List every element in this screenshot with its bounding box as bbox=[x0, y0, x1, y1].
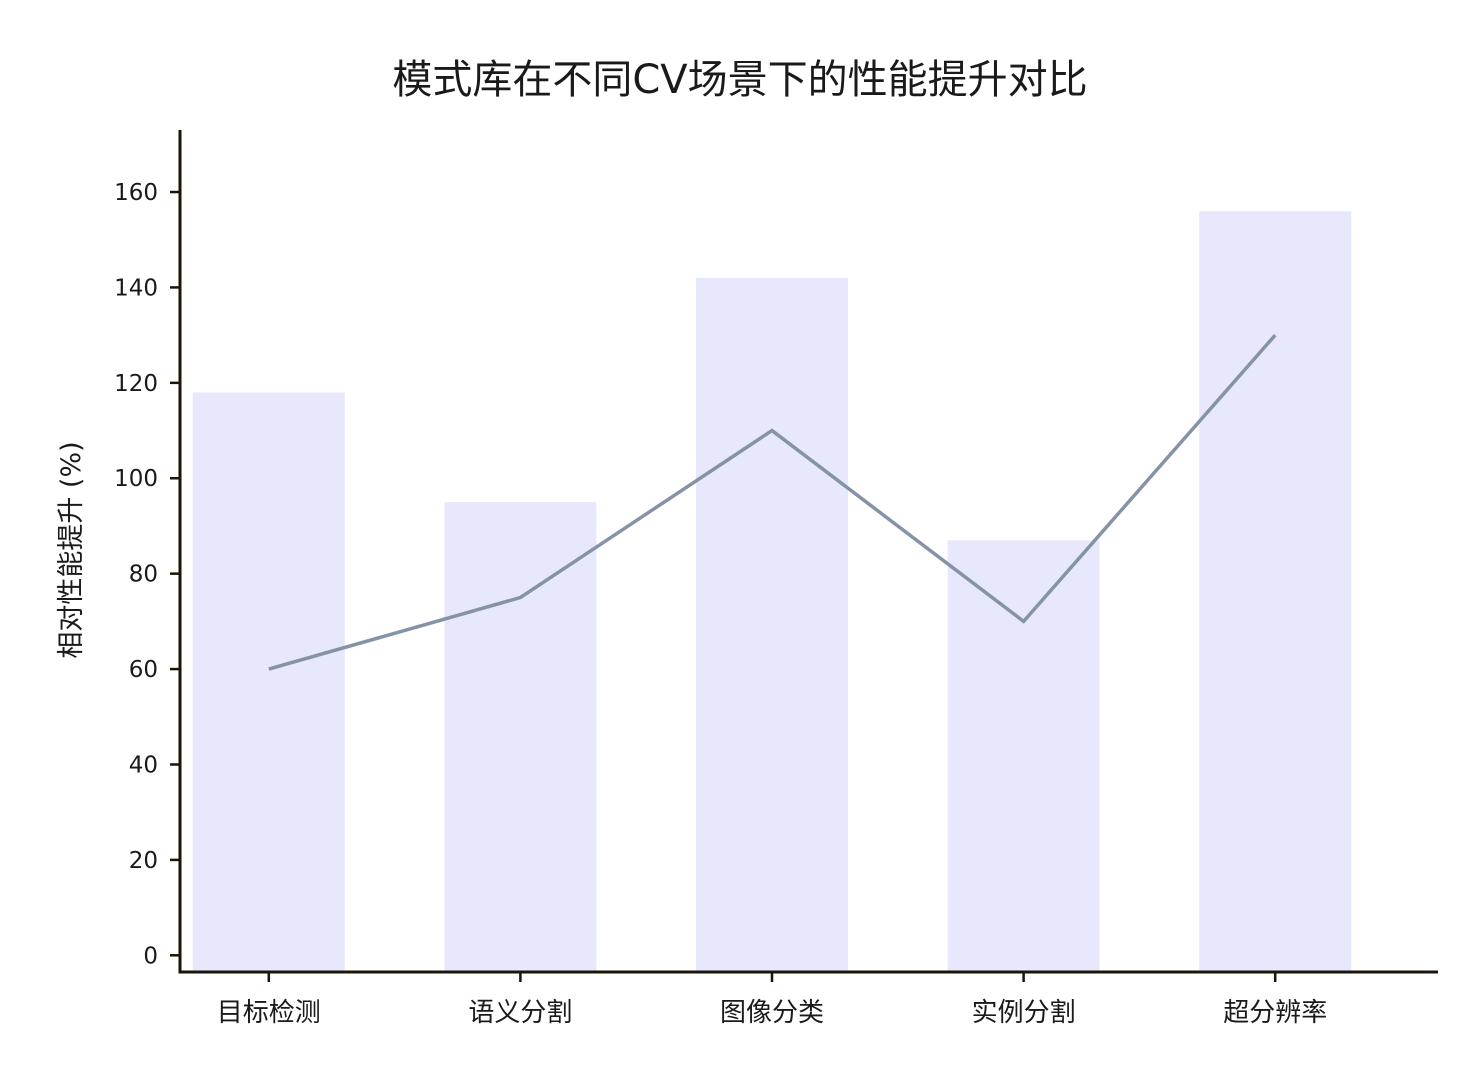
x-tick-label: 图像分类 bbox=[720, 998, 824, 1028]
x-tick-label: 目标检测 bbox=[217, 998, 321, 1028]
bar bbox=[696, 278, 848, 972]
y-tick-label: 60 bbox=[129, 657, 158, 683]
y-axis-title: 相对性能提升 (%) bbox=[56, 441, 87, 658]
y-tick-label: 100 bbox=[114, 466, 158, 492]
y-tick-label: 0 bbox=[143, 943, 158, 969]
x-tick-label: 语义分割 bbox=[468, 998, 572, 1028]
bar bbox=[444, 502, 596, 972]
y-tick-label: 40 bbox=[129, 752, 158, 778]
y-tick-label: 80 bbox=[129, 562, 158, 588]
y-tick-label: 140 bbox=[114, 275, 158, 301]
x-axis-ticks: 目标检测 语义分割 图像分类 实例分割 超分辨率 bbox=[217, 972, 1327, 1028]
bars-layer bbox=[193, 211, 1351, 972]
x-tick-label: 超分辨率 bbox=[1223, 998, 1327, 1028]
y-tick-label: 120 bbox=[114, 371, 158, 397]
y-tick-label: 160 bbox=[114, 180, 158, 206]
x-tick-label: 实例分割 bbox=[972, 998, 1076, 1028]
y-axis-ticks: 0 20 40 60 80 100 120 140 160 bbox=[114, 180, 180, 969]
bar bbox=[1199, 211, 1351, 972]
bar bbox=[193, 392, 345, 972]
chart-title: 模式库在不同CV场景下的性能提升对比 bbox=[392, 57, 1087, 103]
y-tick-label: 20 bbox=[129, 848, 158, 874]
bar bbox=[948, 540, 1100, 972]
